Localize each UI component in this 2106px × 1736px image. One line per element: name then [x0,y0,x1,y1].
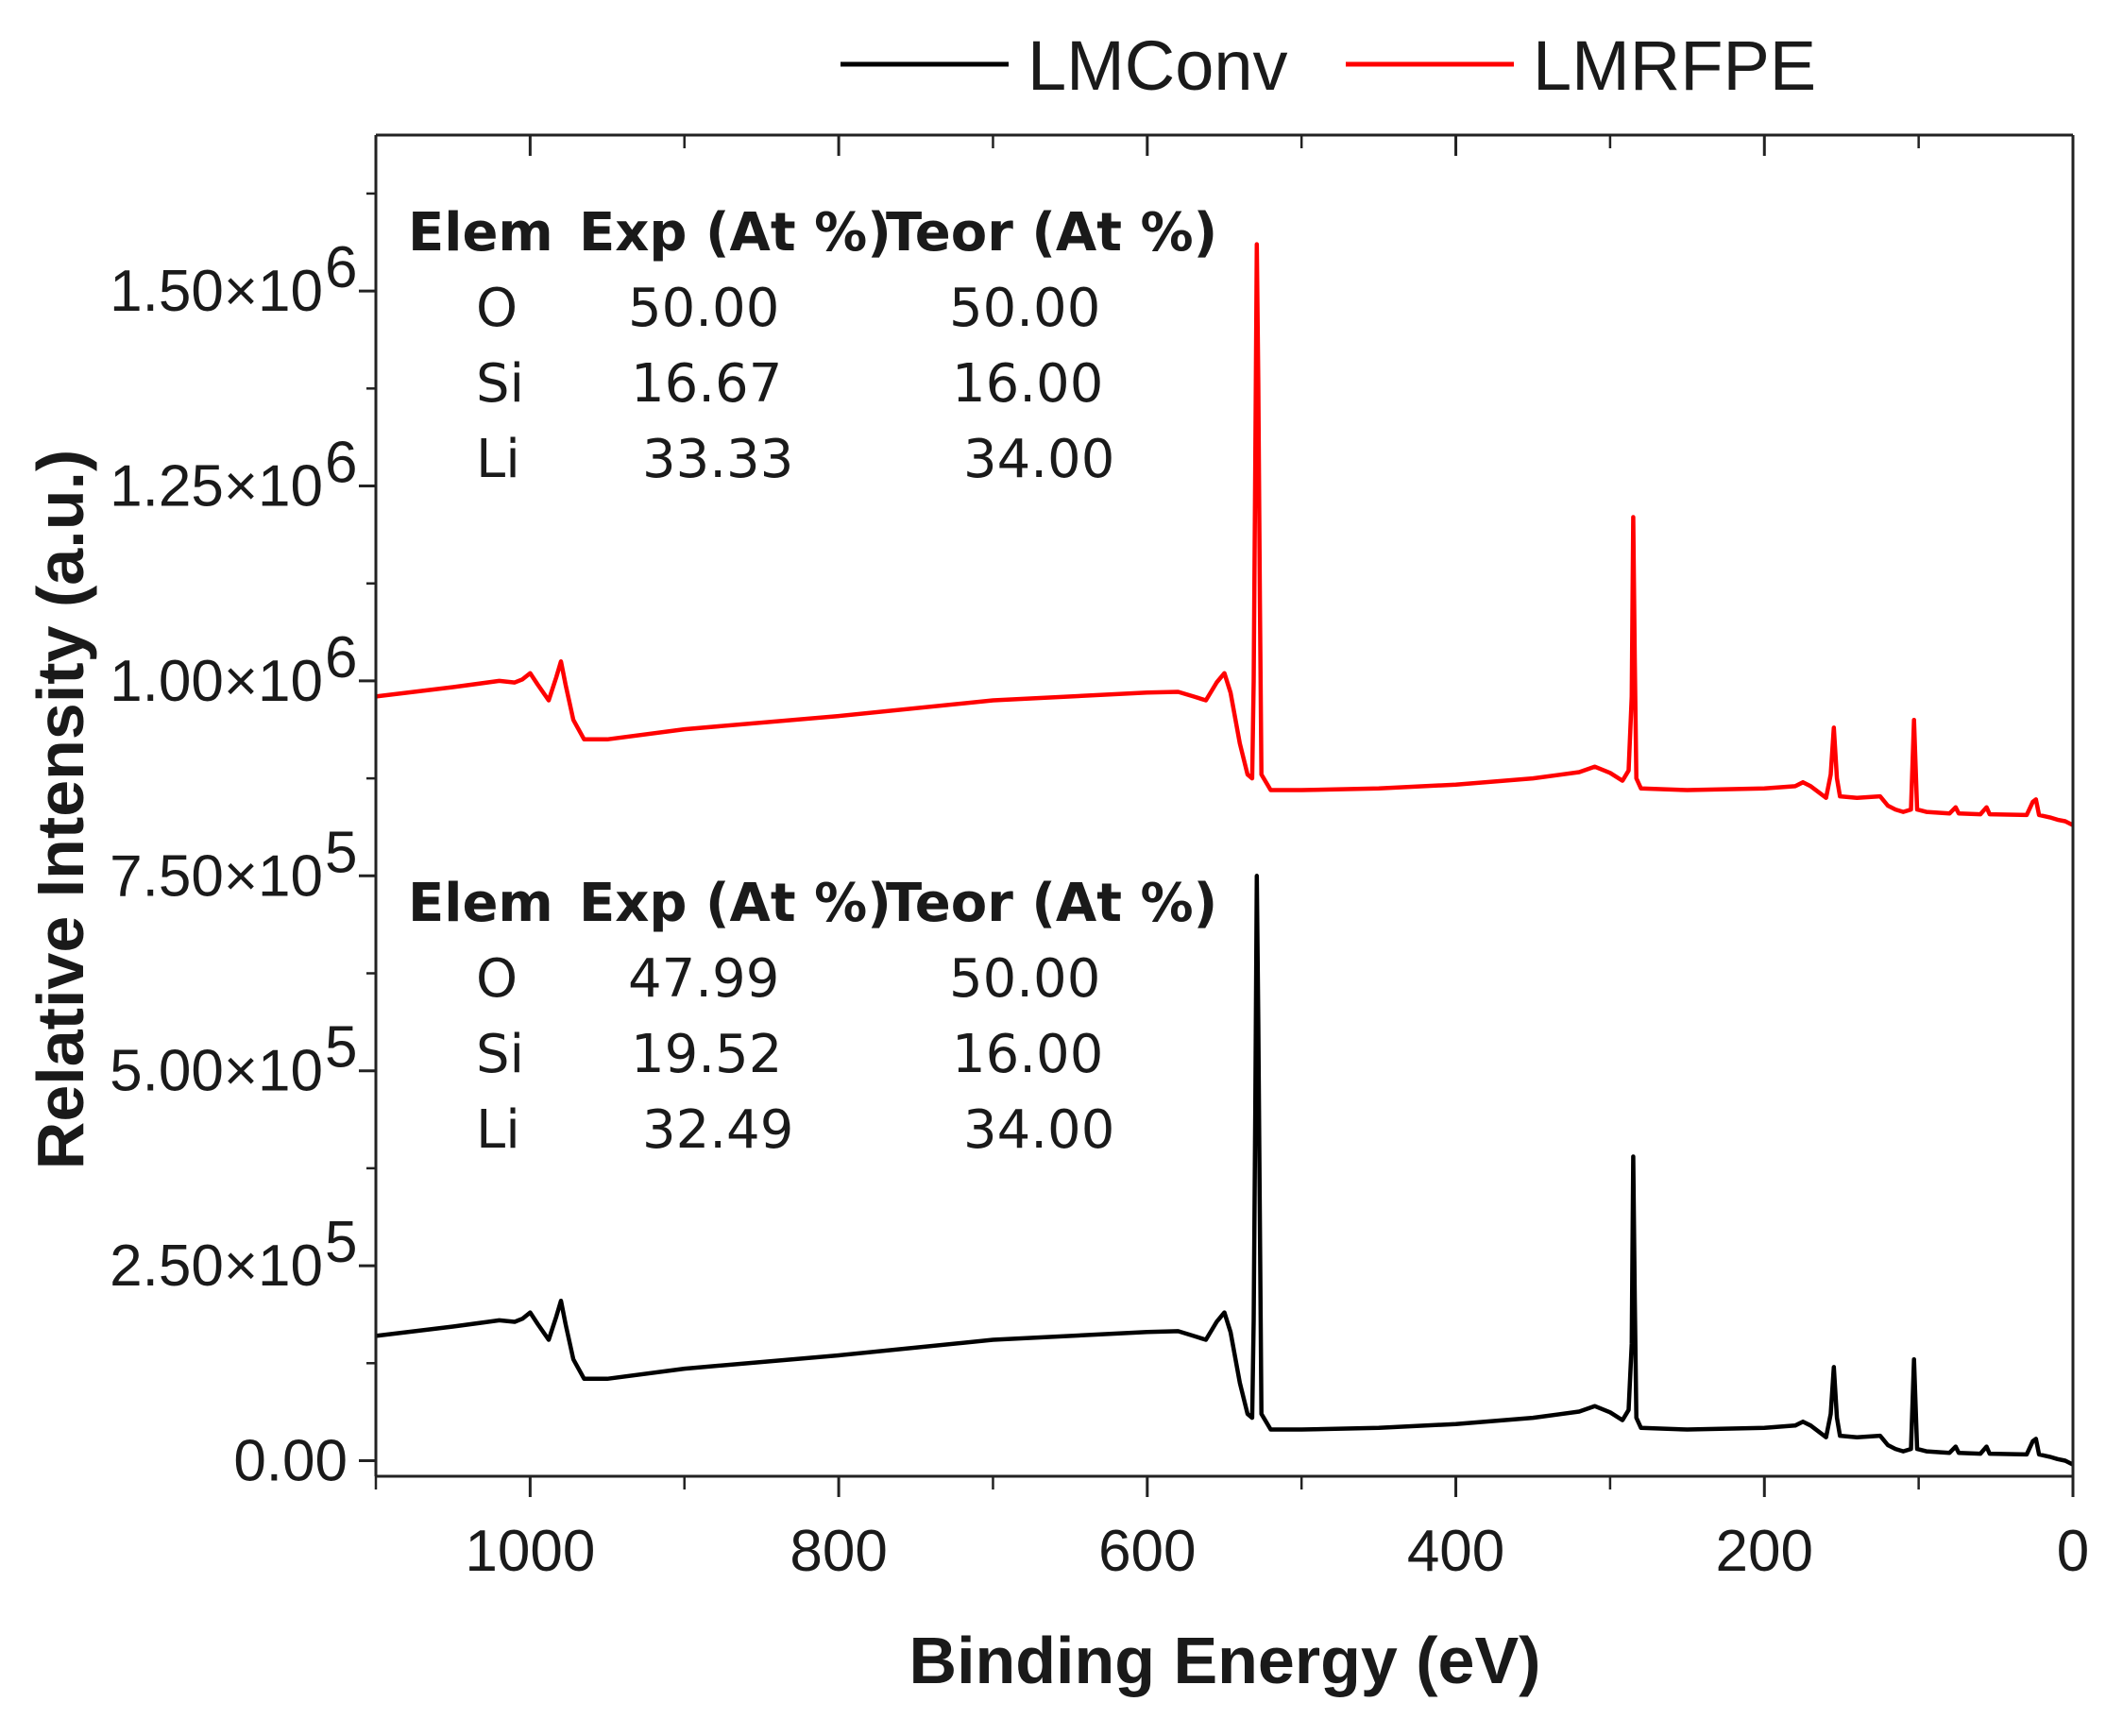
y-tick-exponent: 5 [325,820,357,885]
table-header-elem: Elem [408,202,553,264]
table-cell-teor: 16.00 [952,1024,1103,1085]
series-line-lmrfpe [375,242,2075,827]
table-header-exp: Exp (At %) [579,873,892,934]
y-tick-label: 2.50×10 [110,1234,323,1299]
y-axis-title: Relative Intensity (a.u.) [24,450,97,1169]
table-cell-exp: 33.33 [642,429,793,490]
table-header-teor: Teor (At %) [886,873,1217,934]
table-cell-teor: 34.00 [963,1099,1114,1161]
x-tick-label: 1000 [465,1519,595,1584]
series-line-lmconv [375,874,2075,1467]
table-header-exp: Exp (At %) [579,202,892,264]
legend-label-lmconv: LMConv [1028,26,1288,105]
y-tick-label: 1.00×10 [110,649,323,714]
y-tick-label: 0.00 [233,1428,348,1493]
composition-table-lmconv: Elem Exp (At %) Teor (At %) O 47.99 50.0… [408,873,1217,1161]
table-cell-elem: O [476,948,518,1010]
table-header-teor: Teor (At %) [886,202,1217,264]
y-tick-exponent: 6 [325,235,357,300]
y-tick-exponent: 6 [325,625,357,690]
y-tick-label: 7.50×10 [110,843,323,909]
table-cell-elem: O [476,278,518,339]
table-cell-teor: 34.00 [963,429,1114,490]
table-cell-exp: 47.99 [628,948,779,1010]
table-cell-teor: 16.00 [952,353,1103,415]
y-tick-exponent: 6 [325,431,357,496]
y-tick-label: 1.25×10 [110,454,323,519]
x-tick-label: 400 [1407,1519,1504,1584]
y-tick-exponent: 5 [325,1210,357,1275]
axes [374,133,2075,1478]
table-cell-exp: 16.67 [631,353,782,415]
x-tick-label: 600 [1098,1519,1196,1584]
x-tick-label: 800 [790,1519,887,1584]
table-cell-exp: 50.00 [628,278,779,339]
table-cell-exp: 32.49 [642,1099,793,1161]
legend: LMConv LMRFPE [841,26,1816,105]
x-axis-title: Binding Energy (eV) [909,1624,1541,1697]
y-tick-label: 5.00×10 [110,1039,323,1104]
table-cell-elem: Li [476,1099,520,1161]
table-cell-elem: Li [476,429,520,490]
x-tick-label: 200 [1716,1519,1813,1584]
x-ticks: 1000 800 600 400 200 0 [374,135,2089,1584]
table-cell-teor: 50.00 [949,278,1100,339]
table-cell-elem: Si [476,353,524,415]
x-tick-label: 0 [2057,1519,2089,1584]
y-ticks: 0.002.50×10 55.00×10 57.50×10 51.00×10 61.25… [110,192,376,1493]
table-header-elem: Elem [408,873,553,934]
composition-table-lmrfpe: Elem Exp (At %) Teor (At %) O 50.00 50.0… [408,202,1217,490]
table-cell-teor: 50.00 [949,948,1100,1010]
legend-label-lmrfpe: LMRFPE [1533,26,1816,105]
table-cell-elem: Si [476,1024,524,1085]
plot-area [375,242,2075,1467]
table-cell-exp: 19.52 [631,1024,782,1085]
y-tick-label: 1.50×10 [110,259,323,324]
y-tick-exponent: 5 [325,1015,357,1081]
